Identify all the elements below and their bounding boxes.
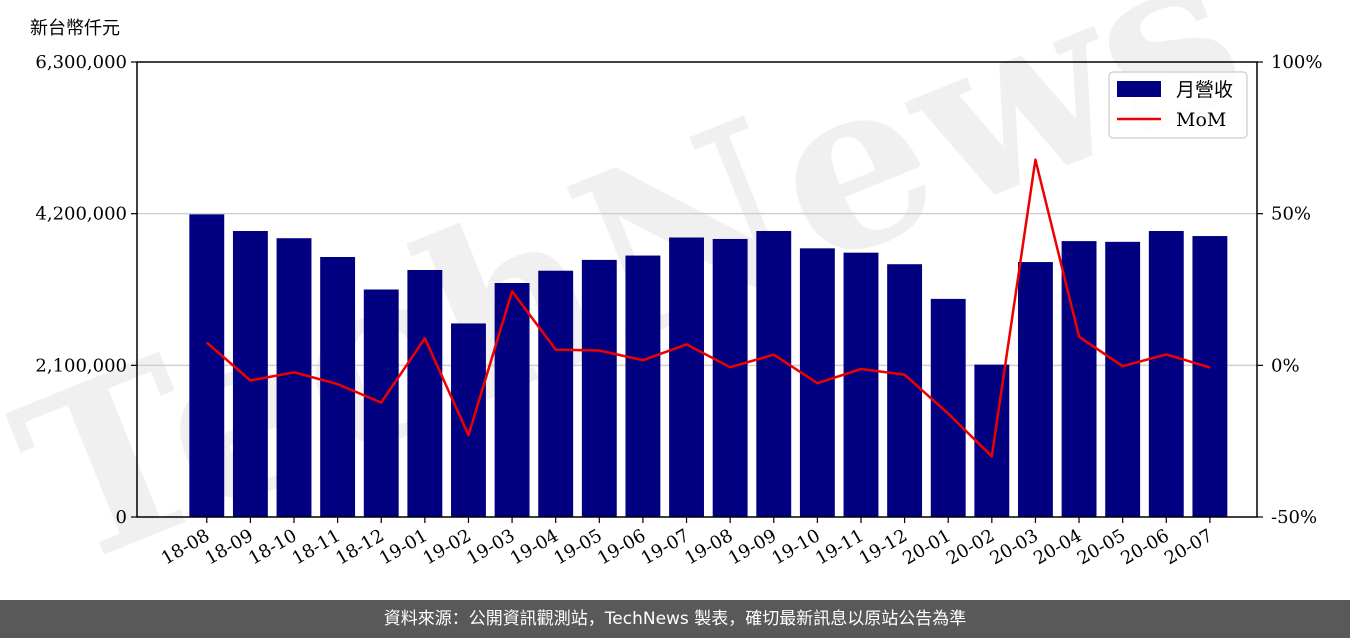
x-axis-tick-label: 19-09 [725,525,780,569]
x-axis-tick-label: 19-07 [638,525,693,569]
x-axis-tick-label: 19-10 [768,525,823,569]
left-axis-tick-label: 2,100,000 [35,355,127,376]
x-axis-tick-label: 20-03 [987,525,1042,569]
revenue-bar [1105,241,1141,518]
source-footer: 資料來源：公開資訊觀測站，TechNews 製表，確切最新訊息以原站公告為準 [0,600,1350,638]
left-axis-tick-label: 4,200,000 [35,204,127,225]
revenue-bar [669,237,704,517]
x-axis-tick-label: 19-06 [594,525,649,569]
right-axis-tick-label: 0% [1271,355,1300,376]
chart-svg: TechNews02,100,0004,200,0006,300,000-50%… [0,0,1322,621]
left-axis-tick-label: 0 [116,507,127,528]
revenue-bar [756,231,792,517]
right-axis-tick-label: 50% [1271,204,1311,225]
x-axis-tick-label: 20-07 [1161,525,1216,569]
x-axis-tick-label: 20-02 [943,525,998,569]
revenue-bar [887,264,923,517]
legend-revenue-swatch [1117,81,1161,97]
legend-mom-label: MoM [1176,109,1226,131]
revenue-bar [276,238,312,517]
revenue-bar [451,323,486,517]
revenue-bar [494,283,530,517]
revenue-chart: 新台幣仟元 TechNews02,100,0004,200,0006,300,0… [0,0,1322,621]
revenue-bar [232,231,268,517]
revenue-bar [974,364,1010,517]
revenue-bar [843,252,879,517]
revenue-bar [930,298,966,517]
revenue-bar [538,270,574,517]
x-axis-tick-label: 19-11 [812,525,867,569]
x-axis-tick-label: 19-03 [463,525,518,569]
legend-revenue-label: 月營收 [1176,79,1233,101]
revenue-bar [1017,262,1053,517]
x-axis-tick-label: 19-01 [376,525,431,569]
plot-frame [136,61,1258,518]
x-axis-tick-label: 19-05 [550,525,605,569]
right-axis-tick-label: -50% [1271,507,1317,528]
x-axis-tick-label: 20-05 [1074,525,1129,569]
revenue-bar [1148,231,1184,517]
revenue-bar [581,259,617,517]
x-axis-tick-label: 19-12 [856,525,911,569]
revenue-bar [1192,236,1228,518]
x-axis-tick-label: 20-01 [899,525,954,569]
revenue-bar [320,257,356,517]
left-axis-tick-label: 6,300,000 [35,52,127,73]
right-axis-tick-label: 100% [1271,52,1322,73]
x-axis-tick-label: 19-08 [681,525,736,569]
mom-line [205,158,1211,458]
x-axis-tick-label: 18-12 [332,525,387,569]
revenue-bar [712,238,748,517]
x-axis-tick-label: 19-04 [507,525,562,569]
left-axis-unit-label: 新台幣仟元 [30,18,120,39]
x-axis-tick-label: 20-06 [1117,525,1172,569]
revenue-bar [625,255,661,518]
x-axis-tick-label: 19-02 [420,525,475,569]
x-axis-tick-label: 20-04 [1030,525,1085,569]
revenue-bar [407,270,443,517]
revenue-bar [189,214,225,517]
legend: 月營收 MoM [1108,71,1248,139]
